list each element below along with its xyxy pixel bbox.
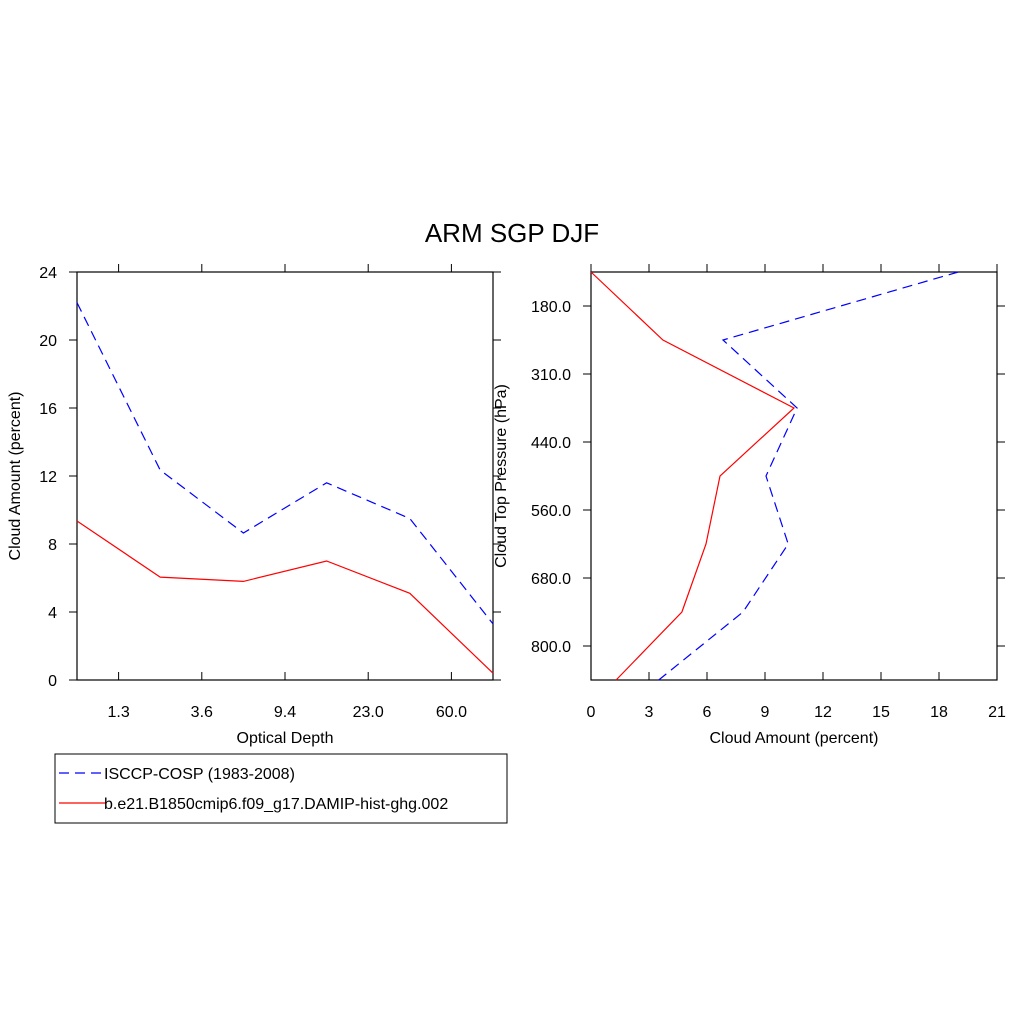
- legend-label: ISCCP-COSP (1983-2008): [104, 766, 295, 783]
- series-line: [76, 302, 494, 625]
- y-tick-label: 0: [48, 673, 57, 690]
- y-axis-label: Cloud Amount (percent): [7, 392, 24, 561]
- x-tick-label: 9.4: [274, 704, 296, 721]
- y-tick-label: 4: [48, 605, 57, 622]
- x-axis-label: Optical Depth: [237, 730, 334, 747]
- x-tick-label: 60.0: [436, 704, 467, 721]
- legend-box: [54, 753, 508, 824]
- x-tick-label: 15: [872, 704, 890, 721]
- series-line: [76, 520, 494, 674]
- x-tick-label: 6: [703, 704, 712, 721]
- x-tick-label: 3.6: [191, 704, 213, 721]
- y-axis-label: Cloud Top Pressure (hPa): [493, 384, 510, 568]
- x-tick-label: 23.0: [353, 704, 384, 721]
- y-tick-label: 24: [39, 265, 57, 282]
- x-tick-label: 3: [645, 704, 654, 721]
- series-line: [658, 271, 959, 681]
- y-tick-label: 12: [39, 469, 57, 486]
- y-tick-label: 16: [39, 401, 57, 418]
- x-tick-label: 12: [814, 704, 832, 721]
- y-tick-label: 310.0: [531, 367, 571, 384]
- chart-title: ARM SGP DJF: [425, 218, 599, 248]
- plot-frame: [590, 271, 998, 681]
- y-tick-label: 560.0: [531, 503, 571, 520]
- y-tick-label: 8: [48, 537, 57, 554]
- y-tick-label: 20: [39, 333, 57, 350]
- x-tick-label: 18: [930, 704, 948, 721]
- y-tick-label: 440.0: [531, 435, 571, 452]
- x-tick-label: 1.3: [107, 704, 129, 721]
- x-tick-label: 0: [587, 704, 596, 721]
- y-tick-label: 180.0: [531, 299, 571, 316]
- y-tick-label: 800.0: [531, 639, 571, 656]
- x-tick-label: 21: [988, 704, 1006, 721]
- series-line: [590, 271, 796, 681]
- x-axis-label: Cloud Amount (percent): [710, 730, 879, 747]
- legend-label: b.e21.B1850cmip6.f09_g17.DAMIP-hist-ghg.…: [104, 796, 448, 813]
- y-tick-label: 680.0: [531, 571, 571, 588]
- plot-frame: [76, 271, 494, 681]
- x-tick-label: 9: [761, 704, 770, 721]
